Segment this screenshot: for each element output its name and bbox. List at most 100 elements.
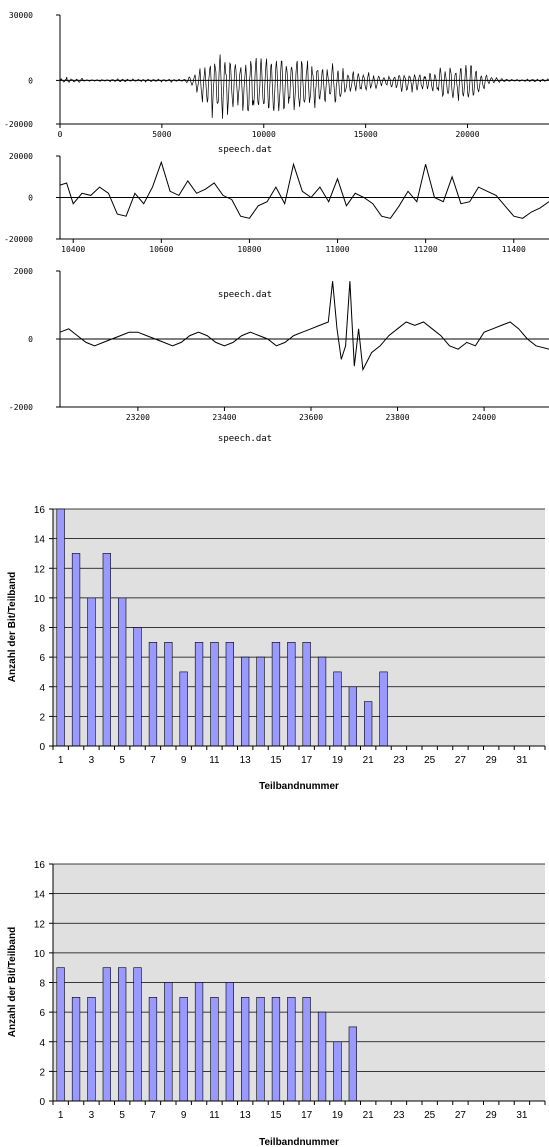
x-tick-label: 31 [516,755,528,766]
y-tick-label: 4 [39,683,45,694]
bar-1-4 [102,553,111,747]
x-tick-label: 3 [89,755,95,766]
waveform-line-1 [59,54,549,119]
y-tick-label: 14 [34,535,46,546]
x-tick-label: 19 [332,1110,344,1121]
y-tick-label: 10 [34,949,46,960]
x-tick-label: 21 [363,755,375,766]
bar-2-2 [71,996,81,1102]
y-tick-label: 2000 [14,267,33,276]
bar-2-6 [133,967,142,1102]
bar-1-20 [348,686,357,747]
bar-1-5 [118,597,127,747]
x-tick-label: 20000 [455,130,479,139]
bar-1-6 [133,627,142,747]
x-tick-label: 3 [89,1110,95,1121]
x-tick-label: 25 [424,755,436,766]
y-tick-label: 6 [39,653,45,664]
x-tick-label: 25 [424,1110,436,1121]
x-axis-label: Teilbandnummer [259,781,339,792]
x-tick-label: 23200 [126,413,150,422]
bar-2-8 [164,982,173,1102]
bar-2-13 [241,996,250,1102]
x-tick-label: 24000 [472,413,496,422]
bar-1-15 [271,641,281,747]
y-tick-label: 2 [39,712,45,723]
bar-1-13 [241,656,250,747]
x-tick-label: 5000 [152,130,171,139]
bar-2-20 [348,1026,357,1102]
y-tick-label: 10 [34,594,46,605]
x-tick-label: 15000 [354,130,378,139]
x-tick-label: 21 [363,1110,375,1121]
x-tick-label: 5 [119,755,125,766]
y-tick-label: 0 [39,1097,45,1108]
bar-1-3 [87,597,96,747]
bar-1-1 [56,508,65,747]
bar-2-4 [102,967,111,1102]
x-tick-label: 7 [150,755,156,766]
bar-2-15 [271,996,281,1102]
x-tick-label: 11200 [414,245,438,254]
y-tick-label: 14 [34,890,46,901]
x-tick-label: 11 [209,755,220,766]
bar-1-21 [363,701,373,747]
bar-2-1 [56,967,65,1102]
x-tick-label: 11000 [325,245,349,254]
y-tick-label: 12 [34,919,46,930]
bar-2-18 [317,1011,327,1102]
x-tick-label: 27 [455,755,467,766]
y-tick-label: 8 [39,979,45,990]
bar-2-5 [118,967,127,1102]
bar-1-12 [225,641,234,747]
x-tick-label: 9 [181,1110,187,1121]
y-tick-label: -2000 [9,403,33,412]
x-axis-label: speech.dat [218,145,272,155]
y-tick-label: -20000 [4,120,33,129]
y-axis-label: Anzahl der Bit/Teilband [7,927,18,1037]
x-axis-label: Teilbandnummer [259,1137,339,1147]
bar-2-17 [302,996,311,1102]
bar-2-7 [148,996,158,1102]
y-tick-label: 0 [28,335,33,344]
bar-1-22 [379,671,388,747]
y-tick-label: -20000 [4,235,33,244]
y-tick-label: 16 [34,505,46,516]
bar-1-14 [256,656,265,747]
x-tick-label: 7 [150,1110,156,1121]
bar-2-16 [287,996,296,1102]
y-tick-label: 12 [34,564,46,575]
x-tick-label: 0 [58,130,63,139]
bar-2-11 [210,996,219,1102]
y-tick-label: 8 [39,624,45,635]
x-tick-label: 23 [393,755,405,766]
x-tick-label: 10000 [252,130,276,139]
x-tick-label: 15 [270,755,282,766]
x-tick-label: 13 [240,755,252,766]
x-tick-label: 10600 [149,245,173,254]
y-tick-label: 16 [34,860,46,871]
x-tick-label: 1 [58,755,64,766]
x-tick-label: 11400 [502,245,526,254]
x-tick-label: 19 [332,755,344,766]
y-tick-label: 6 [39,1008,45,1019]
bar-1-19 [333,671,342,747]
x-tick-label: 11 [209,1110,220,1121]
x-axis-label: speech.dat [218,290,272,300]
x-tick-label: 29 [486,755,498,766]
bar-2-10 [194,982,204,1102]
x-tick-label: 10800 [237,245,261,254]
x-tick-label: 31 [516,1110,528,1121]
y-tick-label: 20000 [9,152,33,161]
y-tick-label: 2 [39,1067,45,1078]
x-tick-label: 23800 [385,413,409,422]
y-tick-label: 0 [28,76,33,85]
waveform-line-3 [59,281,549,372]
y-axis-label: Anzahl der Bit/Teilband [7,572,18,682]
x-tick-label: 9 [181,755,187,766]
bar-2-19 [333,1041,342,1102]
x-tick-label: 1 [58,1110,64,1121]
y-tick-label: 0 [28,194,33,203]
bar-2-9 [179,996,188,1102]
